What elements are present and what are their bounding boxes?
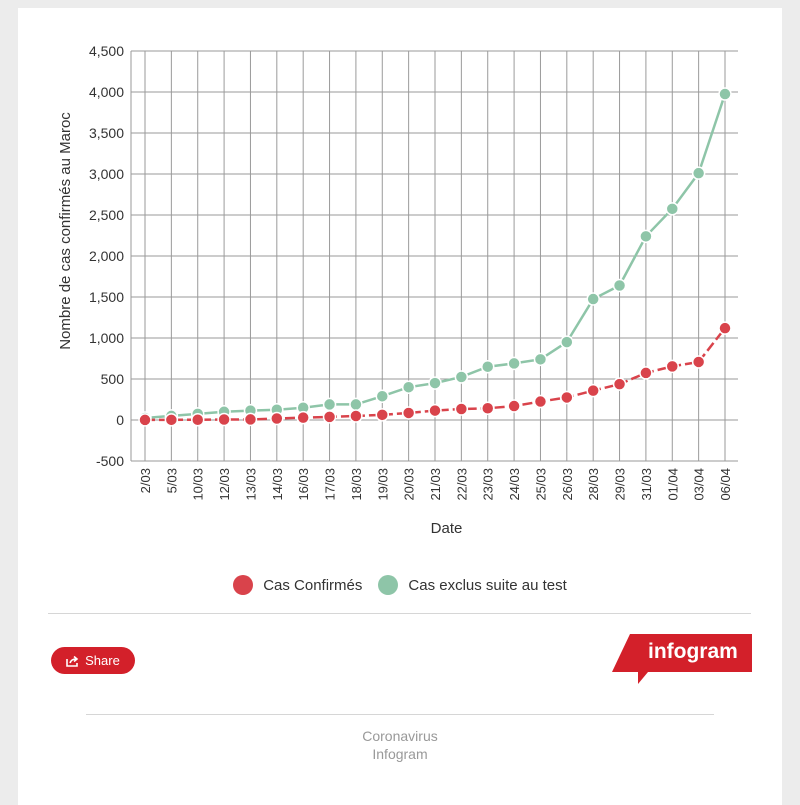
data-point-confirmed (138, 413, 152, 427)
y-tick-label: 1,500 (89, 289, 124, 305)
data-point-confirmed (401, 406, 416, 420)
data-point-excluded (718, 87, 732, 101)
y-tick-label: 0 (116, 412, 124, 428)
x-tick-label: 29/03 (613, 468, 628, 501)
data-point-excluded (428, 376, 442, 390)
data-point-confirmed (454, 402, 469, 416)
data-point-excluded (691, 166, 706, 180)
logo-text: infogram (648, 640, 738, 663)
data-point-excluded (375, 389, 390, 403)
x-tick-label: 17/03 (323, 468, 338, 501)
data-point-confirmed (533, 394, 548, 409)
data-point-excluded (560, 335, 574, 349)
data-point-confirmed (217, 412, 231, 427)
y-tick-label: 1,000 (89, 330, 124, 346)
x-tick-label: 31/03 (639, 468, 654, 501)
footer-divider (86, 714, 714, 715)
data-point-confirmed (190, 413, 205, 427)
legend-label: Cas exclus suite au test (408, 576, 567, 594)
share-icon (66, 655, 79, 667)
x-tick-label: 21/03 (428, 468, 443, 501)
data-point-excluded (454, 370, 469, 384)
data-point-confirmed (507, 399, 521, 413)
data-point-confirmed (665, 359, 680, 374)
y-tick-label: 3,000 (89, 166, 124, 182)
y-tick-label: 3,500 (89, 125, 124, 141)
x-tick-label: 26/03 (560, 468, 575, 501)
x-tick-label: 01/04 (665, 468, 680, 501)
data-point-confirmed (270, 411, 284, 426)
data-point-excluded (349, 397, 363, 412)
data-point-confirmed (164, 413, 179, 427)
x-tick-label: 10/03 (191, 468, 206, 501)
x-tick-label: 18/03 (349, 468, 364, 501)
data-point-confirmed (718, 321, 732, 335)
data-point-excluded (586, 292, 600, 306)
x-tick-label: 12/03 (217, 468, 232, 501)
data-point-excluded (401, 380, 416, 394)
legend-swatch-excluded (378, 575, 399, 595)
legend-swatch-confirmed (233, 575, 254, 595)
x-tick-label: 06/04 (718, 468, 733, 501)
x-tick-label: 28/03 (586, 468, 601, 501)
y-tick-label: 4,000 (89, 84, 124, 100)
infogram-logo[interactable]: infogram (612, 634, 752, 684)
x-axis-title: Date (431, 520, 463, 537)
data-point-confirmed (243, 412, 258, 427)
data-point-confirmed (612, 377, 627, 391)
x-tick-label: 5/03 (164, 468, 179, 493)
x-tick-label: 13/03 (243, 468, 258, 501)
legend-label: Cas Confirmés (263, 576, 363, 594)
x-tick-label: 03/04 (692, 468, 707, 501)
legend: Cas Confirmés Cas exclus suite au test (0, 575, 800, 595)
divider (48, 613, 751, 614)
data-point-excluded (322, 397, 337, 412)
line-chart: -500 0 500 1,000 1,500 2,000 2,500 3,000 3,500 4,… (57, 43, 738, 537)
y-axis-title: Nombre de cas confirmés au Maroc (57, 112, 74, 350)
share-label: Share (85, 653, 120, 668)
x-tick-label: 19/03 (375, 468, 390, 501)
share-button[interactable]: Share (51, 647, 135, 674)
data-point-confirmed (639, 366, 653, 380)
data-point-confirmed (480, 401, 495, 416)
data-point-excluded (639, 229, 653, 244)
legend-item-excluded[interactable]: Cas exclus suite au test (378, 575, 567, 595)
data-point-confirmed (691, 355, 706, 369)
x-tick-label: 24/03 (507, 468, 522, 501)
data-point-confirmed (560, 390, 574, 405)
y-tick-label: 2,000 (89, 248, 124, 264)
x-tick-label: 16/03 (296, 468, 311, 501)
footer-source: Infogram (372, 746, 428, 762)
data-point-confirmed (428, 403, 442, 418)
y-tick-label: 2,500 (89, 207, 124, 223)
data-point-confirmed (322, 410, 337, 424)
x-tick-label: 22/03 (454, 468, 469, 501)
data-point-excluded (507, 356, 521, 371)
data-point-excluded (533, 352, 548, 367)
x-tick-label: 14/03 (270, 468, 285, 501)
footer-title: Coronavirus (362, 728, 438, 744)
data-point-confirmed (296, 410, 310, 425)
data-point-excluded (665, 202, 680, 216)
data-point-excluded (612, 278, 627, 293)
x-tick-label: 20/03 (402, 468, 417, 501)
logo-shape (612, 634, 752, 684)
data-point-confirmed (375, 408, 390, 422)
y-tick-label: 4,500 (89, 43, 124, 59)
data-point-confirmed (586, 383, 600, 398)
x-tick-label: 2/03 (138, 468, 153, 493)
data-point-excluded (480, 359, 495, 374)
y-tick-label: -500 (96, 453, 124, 469)
data-point-confirmed (349, 409, 363, 423)
legend-item-confirmed[interactable]: Cas Confirmés (233, 575, 362, 595)
y-tick-label: 500 (101, 371, 125, 387)
x-tick-label: 23/03 (481, 468, 496, 501)
x-tick-label: 25/03 (533, 468, 548, 501)
